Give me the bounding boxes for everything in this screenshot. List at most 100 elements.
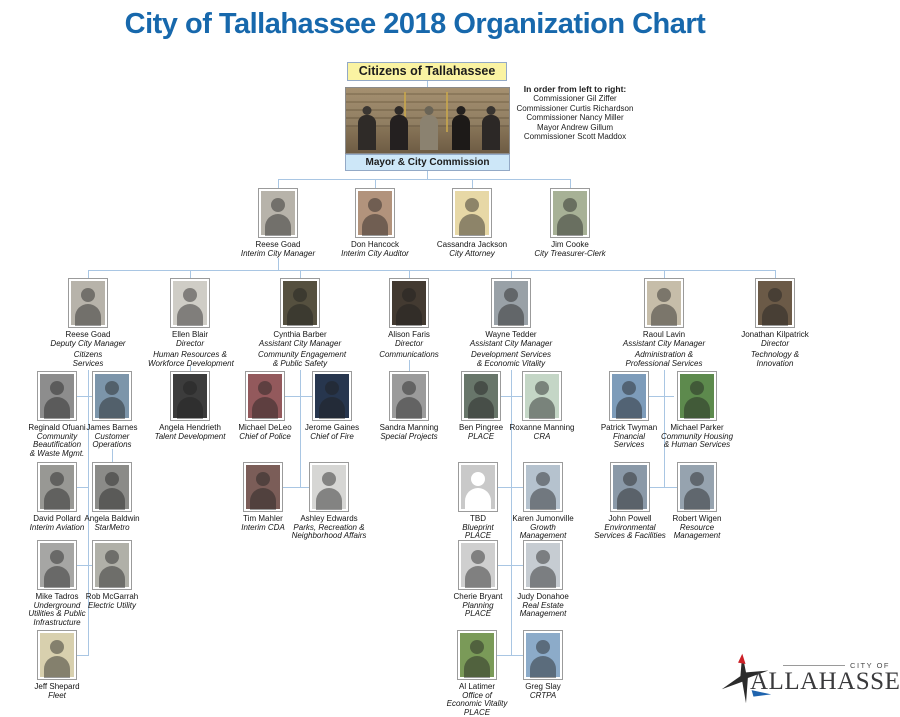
person-dept: Chief of Fire: [290, 433, 374, 442]
portrait-photo-roxanne-manning: [522, 371, 562, 421]
logo-rule-line: [783, 665, 845, 666]
connector-line: [278, 179, 571, 180]
portrait-photo-alison-faris: [389, 278, 429, 328]
portrait-photo-karen-jumonville: [523, 462, 563, 512]
person-dept-line: & Public Safety: [258, 360, 342, 369]
logo-wordmark: ALLAHASSEE: [750, 668, 900, 696]
person-dept: Community Housing& Human Services: [655, 433, 739, 450]
person-dept-line: StarMetro: [70, 524, 154, 533]
portrait-photo-james-barnes: [92, 371, 132, 421]
person-dept-line: Management: [655, 532, 739, 541]
person-title: Director: [733, 340, 817, 349]
person-dept-line: Communications: [367, 351, 451, 360]
group-photo-figure: [356, 106, 378, 150]
portrait-photo-raoul-lavin: [644, 278, 684, 328]
portrait-photo-michael-parker: [677, 371, 717, 421]
person-dept: CRTPA: [501, 692, 585, 701]
commission-group-photo: [345, 87, 510, 154]
person-dept: Development Services& Economic Vitality: [469, 351, 553, 368]
person-title: Deputy City Manager: [46, 340, 130, 349]
commissioner-order-note: In order from left to right: Commissione…: [500, 84, 650, 142]
person-dept-line: Infrastructure: [15, 619, 99, 628]
note-heading: In order from left to right:: [500, 84, 650, 94]
connector-line: [88, 270, 776, 271]
portrait-photo-al-latimer: [457, 630, 497, 680]
person-dept: Communications: [367, 351, 451, 360]
person-title: Assistant City Manager: [469, 340, 553, 349]
portrait-photo-jim-cooke: [550, 188, 590, 238]
person-dept: CRA: [500, 433, 584, 442]
portrait-photo-greg-slay: [523, 630, 563, 680]
person-dept: Human Resources &Workforce Development: [148, 351, 232, 368]
note-line: Commissioner Scott Maddox: [500, 132, 650, 142]
connector-line: [409, 360, 410, 371]
portrait-photo-robert-wigen: [677, 462, 717, 512]
person-dept-line: Services: [46, 360, 130, 369]
person-dept-line: Chief of Fire: [290, 433, 374, 442]
person-dept-line: CRTPA: [501, 692, 585, 701]
citizens-box: Citizens of Tallahassee: [347, 62, 507, 81]
person-title: City Treasurer-Clerk: [528, 250, 612, 259]
connector-line: [375, 179, 376, 188]
connector-line: [427, 171, 428, 179]
person-dept: Fleet: [15, 692, 99, 701]
portrait-photo-ellen-blair: [170, 278, 210, 328]
portrait-photo-cynthia-barber: [280, 278, 320, 328]
person-dept-line: Electric Utility: [70, 602, 154, 611]
connector-line: [511, 270, 512, 278]
portrait-photo-rob-mcgarrah: [92, 540, 132, 590]
photo-rail-decor: [446, 92, 448, 132]
portrait-photo-tim-mahler: [243, 462, 283, 512]
portrait-photo-judy-donahoe: [523, 540, 563, 590]
commission-box: Mayor & City Commission: [345, 154, 510, 171]
person-dept: Community Engagement& Public Safety: [258, 351, 342, 368]
portrait-photo-patrick-twyman: [609, 371, 649, 421]
portrait-photo-sandra-manning: [389, 371, 429, 421]
portrait-photo-jonathan-kilpatrick: [755, 278, 795, 328]
person-dept-line: & Human Services: [655, 441, 739, 450]
connector-line: [664, 270, 665, 278]
person-dept: Parks, Recreation &Neighborhood Affairs: [287, 524, 371, 541]
group-photo-figure: [480, 106, 502, 150]
connector-line: [409, 270, 410, 278]
person-dept: StarMetro: [70, 524, 154, 533]
person-title: Director: [367, 340, 451, 349]
connector-line: [112, 449, 113, 462]
connector-line: [472, 179, 473, 188]
portrait-photo-ashley-edwards: [309, 462, 349, 512]
connector-line: [427, 81, 428, 87]
person-dept-line: Innovation: [733, 360, 817, 369]
person-title: Assistant City Manager: [258, 340, 342, 349]
portrait-photo-michael-deleo: [245, 371, 285, 421]
group-photo-figure: [388, 106, 410, 150]
person-dept-line: Talent Development: [148, 433, 232, 442]
person-dept-line: Workforce Development: [148, 360, 232, 369]
connector-line: [570, 179, 571, 188]
portrait-photo-reese-goad-cm: [258, 188, 298, 238]
person-dept-line: Fleet: [15, 692, 99, 701]
connector-line: [88, 270, 89, 278]
person-title: City Attorney: [430, 250, 514, 259]
connector-line: [278, 179, 279, 188]
group-photo-figure: [450, 106, 472, 150]
